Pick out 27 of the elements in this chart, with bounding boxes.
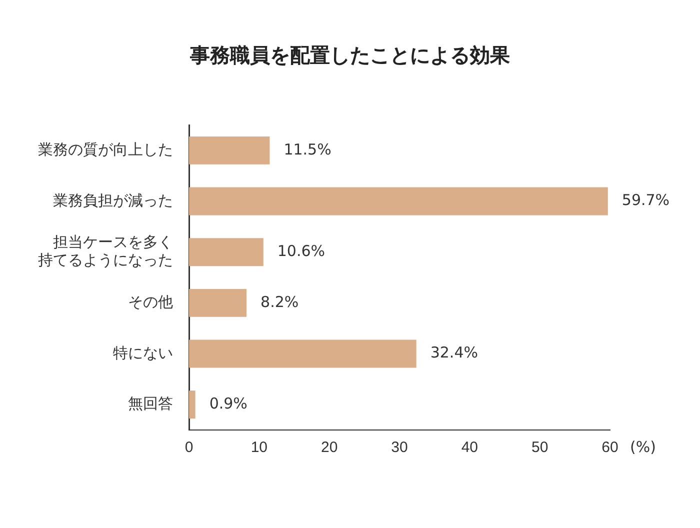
data-label: 59.7%: [622, 191, 670, 210]
bar: [189, 136, 270, 164]
x-tick-label: 30: [391, 439, 408, 456]
bar: [189, 288, 247, 317]
data-label: 8.2%: [260, 292, 299, 311]
chart-title: 事務職員を配置したことによる効果: [189, 42, 511, 69]
x-tick-label: 40: [461, 439, 478, 456]
data-label: 10.6%: [277, 242, 326, 260]
x-tick-label: 10: [250, 439, 268, 456]
y-tick-label: 無回答: [128, 396, 173, 413]
bar: [189, 238, 264, 266]
x-tick-label: 60: [602, 439, 618, 456]
data-label: 0.9%: [209, 394, 248, 412]
x-tick-label: 0: [184, 439, 194, 456]
y-tick-label: その他: [128, 294, 173, 312]
bar: [189, 187, 608, 216]
data-label: 11.5%: [284, 140, 332, 158]
x-axis-title: (%): [630, 438, 656, 456]
data-label: 32.4%: [430, 344, 478, 362]
x-tick-label: 20: [320, 439, 338, 456]
bar: [189, 340, 416, 368]
y-tick-label: 特にない: [113, 344, 173, 362]
bar: [189, 390, 196, 419]
y-tick-label: 担当ケースを多く持てるようになった: [38, 234, 173, 270]
y-tick-label: 業務負担が減った: [53, 192, 173, 210]
x-tick-label: 50: [531, 439, 548, 456]
y-tick-label: 業務の質が向上した: [38, 142, 173, 159]
